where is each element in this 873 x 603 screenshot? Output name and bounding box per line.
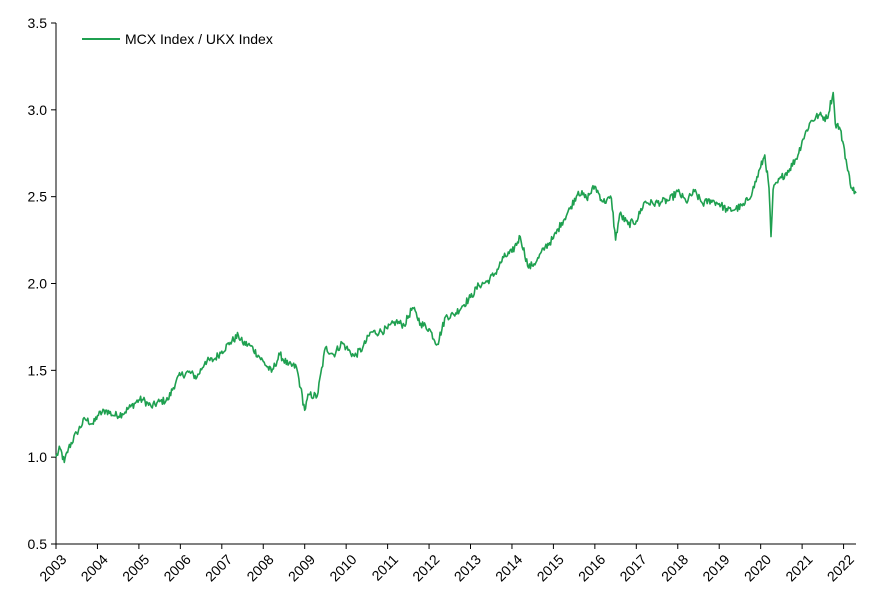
x-tick-label: 2012	[409, 551, 442, 584]
y-tick-label: 0.5	[28, 536, 48, 552]
legend-label: MCX Index / UKX Index	[125, 31, 273, 47]
y-tick-label: 1.5	[28, 362, 48, 378]
x-axis-ticks: 2003 2004 2005 2006 2007 2008 2009 2010 2011 2012…	[36, 544, 857, 585]
y-tick-label: 3.5	[28, 15, 48, 31]
x-tick-label: 2020	[741, 551, 774, 584]
x-tick-label: 2015	[534, 551, 567, 584]
y-tick-label: 2.0	[28, 276, 48, 292]
x-tick-label: 2008	[243, 551, 276, 584]
x-tick-label: 2019	[699, 551, 732, 584]
x-tick-label: 2009	[285, 551, 318, 584]
axes	[55, 23, 856, 545]
x-tick-label: 2011	[368, 551, 401, 584]
x-tick-label: 2007	[202, 551, 235, 584]
plot-area	[55, 91, 857, 464]
x-tick-label: 2022	[824, 551, 857, 584]
x-tick-label: 2014	[492, 551, 525, 584]
x-tick-label: 2006	[160, 551, 193, 584]
x-tick-label: 2003	[36, 551, 69, 584]
y-tick-label: 2.5	[28, 189, 48, 205]
legend: MCX Index / UKX Index	[82, 31, 273, 47]
x-tick-label: 2004	[78, 551, 111, 584]
x-tick-label: 2010	[326, 551, 359, 584]
x-tick-label: 2005	[119, 551, 152, 584]
y-tick-label: 1.0	[28, 449, 48, 465]
series-line	[55, 91, 857, 464]
x-tick-label: 2016	[575, 551, 608, 584]
y-axis-ticks: 0.5 1.0 1.5 2.0 2.5 3.0 3.5	[28, 15, 56, 552]
x-tick-label: 2018	[658, 551, 691, 584]
x-tick-label: 2021	[782, 551, 815, 584]
x-tick-label: 2017	[616, 551, 649, 584]
x-tick-label: 2013	[451, 551, 484, 584]
y-tick-label: 3.0	[28, 102, 48, 118]
